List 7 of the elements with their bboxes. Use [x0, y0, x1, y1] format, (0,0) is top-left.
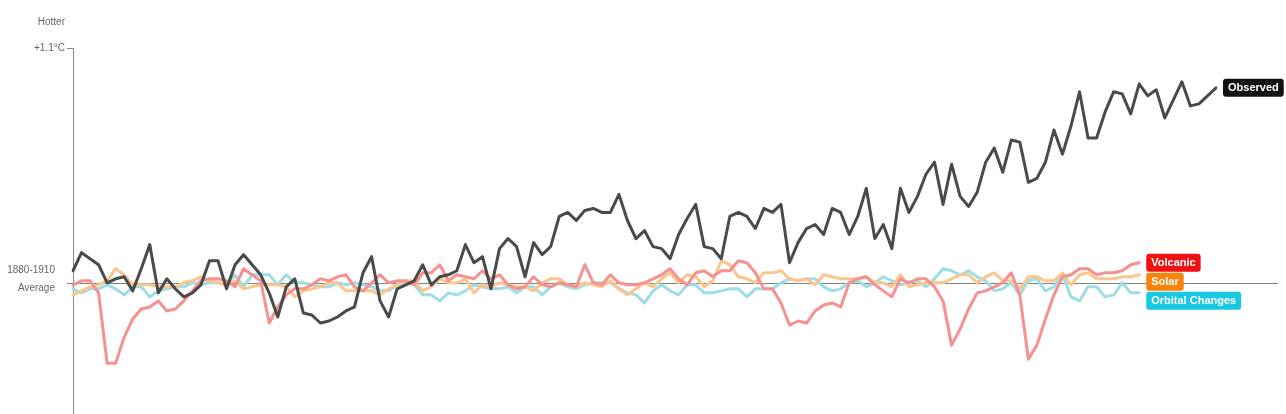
ref-line-label: 1880-1910 Average [7, 263, 56, 293]
series-label: Orbital Changes [1151, 294, 1237, 307]
series-label: Observed [1228, 81, 1279, 94]
text: Hotter [37, 15, 66, 27]
series-label: Solar [1151, 275, 1180, 288]
text: +1.1°C [34, 41, 65, 53]
series-label: Volcanic [1151, 256, 1196, 269]
